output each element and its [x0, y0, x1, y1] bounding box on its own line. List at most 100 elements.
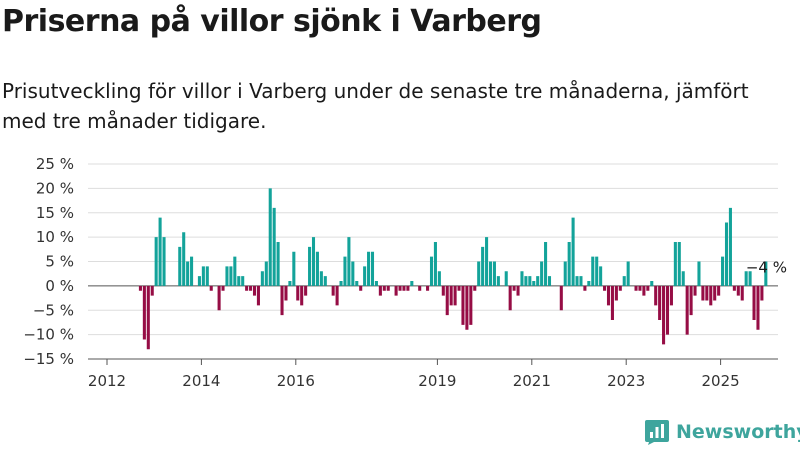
- bar: [276, 242, 280, 286]
- bar: [280, 285, 284, 316]
- x-tick-label: 2023: [607, 372, 645, 390]
- y-tick-label: 25 %: [36, 155, 74, 173]
- bar: [406, 285, 410, 291]
- bar: [732, 285, 736, 291]
- bar: [705, 285, 709, 301]
- bar: [296, 285, 300, 301]
- bar: [241, 276, 245, 286]
- bar: [575, 276, 579, 286]
- bar: [217, 285, 221, 311]
- x-tick-label: 2025: [702, 372, 740, 390]
- bar: [650, 281, 654, 286]
- bar: [532, 281, 536, 286]
- y-tick-label: 20 %: [36, 179, 74, 197]
- bar: [669, 285, 673, 306]
- bar: [654, 285, 658, 306]
- bar: [335, 285, 339, 306]
- y-tick-label: −15 %: [23, 350, 74, 368]
- bar: [740, 285, 744, 301]
- bar: [260, 271, 264, 286]
- bar: [457, 285, 461, 291]
- bar: [284, 285, 288, 301]
- bar: [449, 285, 453, 306]
- bar: [138, 285, 142, 291]
- bar: [728, 207, 732, 286]
- brand-logo[interactable]: Newsworthy: [644, 419, 800, 445]
- bar: [367, 251, 371, 286]
- bar: [249, 285, 253, 291]
- bar: [603, 285, 607, 291]
- x-tick-label: 2016: [277, 372, 315, 390]
- bar: [622, 276, 626, 286]
- bar: [347, 237, 351, 286]
- bar: [453, 285, 457, 306]
- bar: [504, 271, 508, 286]
- bar: [595, 256, 599, 286]
- bar: [591, 256, 595, 286]
- bar: [197, 276, 201, 286]
- bar: [154, 237, 158, 286]
- bar: [477, 261, 481, 286]
- y-tick-label: −10 %: [23, 326, 74, 344]
- bar: [481, 246, 485, 286]
- bar: [410, 281, 414, 286]
- bar: [697, 261, 701, 286]
- bar: [677, 242, 681, 286]
- bar: [382, 285, 386, 291]
- bar: [689, 285, 693, 316]
- bar: [524, 276, 528, 286]
- bar: [579, 276, 583, 286]
- bar: [441, 285, 445, 296]
- bar: [571, 217, 575, 286]
- x-tick-label: 2021: [513, 372, 551, 390]
- bar: [713, 285, 717, 301]
- bar: [272, 207, 276, 286]
- bar: [351, 261, 355, 286]
- bar: [709, 285, 713, 306]
- bar: [610, 285, 614, 320]
- bar: [190, 256, 194, 286]
- bar: [516, 285, 520, 296]
- bar: [618, 285, 622, 291]
- bar: [658, 285, 662, 320]
- bar: [665, 285, 670, 335]
- bar: [721, 256, 725, 286]
- bar: [378, 285, 382, 296]
- bar: [323, 276, 327, 286]
- bar: [445, 285, 449, 316]
- bar: [363, 266, 367, 286]
- bar: [292, 251, 296, 286]
- bar: [186, 261, 190, 286]
- bar: [662, 285, 666, 345]
- bar: [402, 285, 406, 291]
- x-tick-label: 2012: [88, 372, 126, 390]
- bar: [634, 285, 638, 291]
- bar: [563, 261, 567, 286]
- bar: [528, 276, 532, 286]
- bar: [182, 232, 186, 286]
- bar: [315, 251, 319, 286]
- bar: [540, 261, 544, 286]
- bar: [343, 256, 347, 286]
- bar: [547, 276, 552, 286]
- bar: [374, 281, 378, 286]
- bar: [319, 271, 323, 286]
- x-axis: 2012 2014 2016 2019 2021 2023 2025: [88, 358, 778, 390]
- bar: [512, 285, 516, 291]
- bar: [331, 285, 335, 296]
- chart-title: Priserna på villor sjönk i Varberg: [2, 4, 542, 39]
- bar: [229, 266, 233, 286]
- bar: [587, 281, 591, 286]
- bar: [544, 242, 548, 286]
- bar: [386, 285, 390, 291]
- bar: [146, 285, 150, 350]
- bar: [359, 285, 363, 291]
- bar: [614, 285, 618, 301]
- y-tick-label: 10 %: [36, 228, 74, 246]
- bar: [717, 285, 721, 296]
- bar: [245, 285, 249, 291]
- bar: [681, 271, 685, 286]
- bar: [599, 266, 603, 286]
- bar: [673, 242, 677, 286]
- bar: [394, 285, 398, 296]
